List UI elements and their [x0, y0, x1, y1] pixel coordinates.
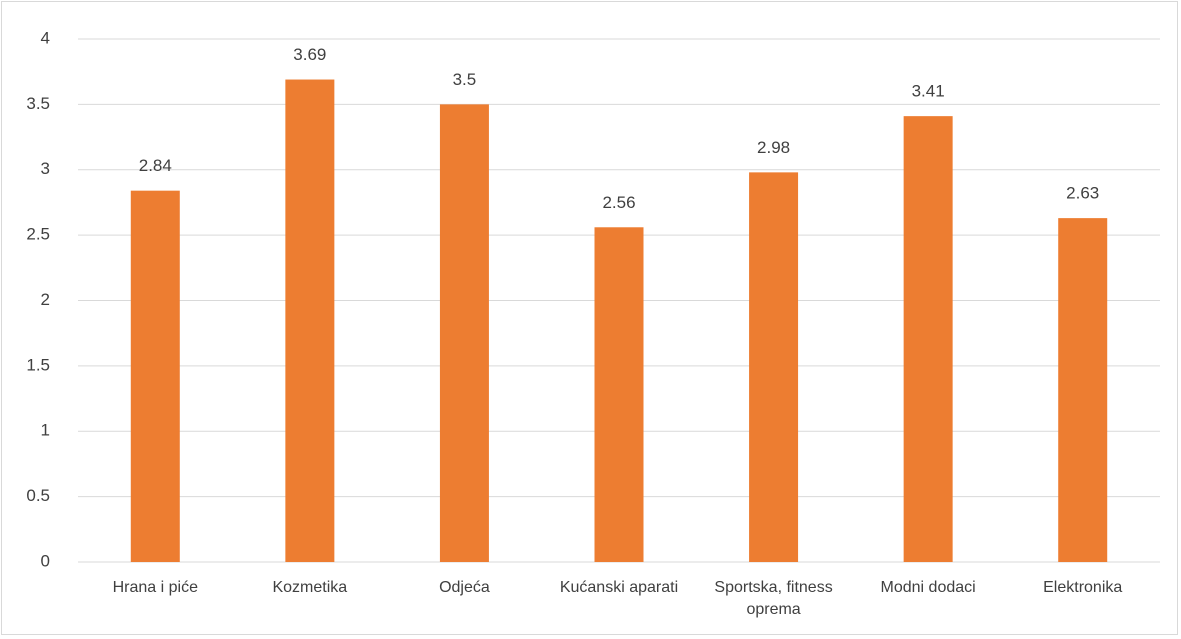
data-label: 2.56: [602, 193, 635, 212]
x-tick-label: Odjeća: [439, 579, 490, 596]
bar: [285, 79, 335, 562]
data-label: 2.98: [757, 138, 790, 157]
y-tick-label: 1.5: [26, 355, 50, 374]
y-tick-label: 3.5: [26, 94, 50, 113]
data-label: 3.41: [912, 82, 945, 101]
bar: [130, 190, 180, 563]
data-label: 3.69: [293, 45, 326, 64]
y-tick-label: 2: [41, 290, 50, 309]
bar: [749, 172, 799, 563]
data-label: 3.5: [453, 70, 477, 89]
bar: [903, 116, 953, 562]
data-label: 2.84: [139, 156, 172, 175]
x-tick-label: Modni dodaci: [880, 579, 976, 596]
x-tick-label: Hrana i piće: [112, 579, 198, 596]
x-tick-label: Elektronika: [1043, 579, 1123, 596]
y-tick-label: 3: [41, 159, 50, 178]
y-tick-label: 0: [41, 551, 50, 570]
bar: [1058, 218, 1108, 562]
x-tick-label: Kozmetika: [272, 579, 348, 596]
bar: [439, 104, 489, 562]
data-label: 2.63: [1066, 184, 1099, 203]
bar: [594, 227, 644, 562]
y-tick-label: 4: [41, 28, 50, 47]
x-tick-label: Kućanski aparati: [559, 579, 679, 596]
y-tick-label: 1: [41, 421, 50, 440]
y-tick-label: 2.5: [26, 225, 50, 244]
y-tick-label: 0.5: [26, 486, 50, 505]
x-tick-label: Sportska, fitness oprema: [714, 579, 833, 618]
